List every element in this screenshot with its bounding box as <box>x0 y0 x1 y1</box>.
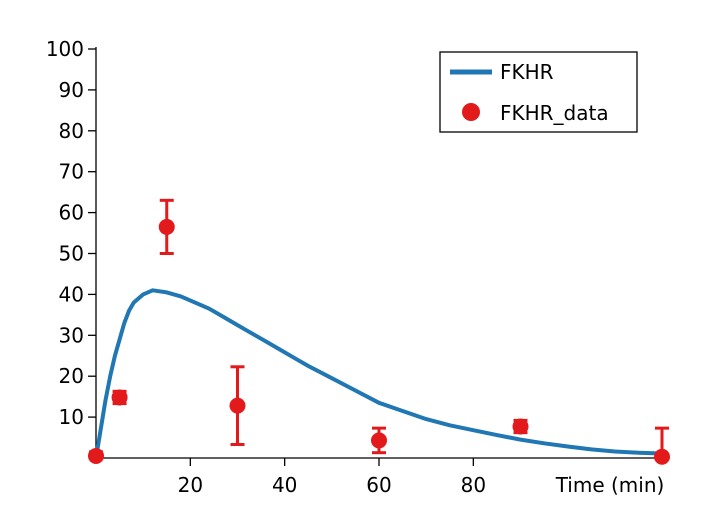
legend-dot-swatch <box>462 103 480 121</box>
data-point-group <box>88 447 104 464</box>
y-tick-label: 80 <box>59 119 84 143</box>
y-tick-label: 20 <box>59 364 84 388</box>
data-point-group <box>512 418 529 435</box>
data-point <box>654 448 670 465</box>
axes: 10 20 30 40 50 60 70 80 90 100 20 40 60 80 Time (min… <box>46 37 665 497</box>
legend-label-fkhr-data: FKHR_data <box>500 101 609 125</box>
data-point-group <box>654 426 670 465</box>
y-tick-label: 40 <box>59 282 84 306</box>
data-point <box>229 397 246 414</box>
data-point <box>512 418 529 435</box>
y-tick-label: 10 <box>59 405 84 429</box>
x-tick-label: 80 <box>461 473 486 497</box>
data-point <box>111 389 128 406</box>
x-ticks: 20 40 60 80 <box>178 458 486 497</box>
y-tick-label: 30 <box>59 323 84 347</box>
data-point-group <box>229 365 246 447</box>
x-axis-label: Time (min) <box>555 473 665 497</box>
y-tick-label: 90 <box>59 78 84 102</box>
x-tick-label: 40 <box>272 473 297 497</box>
y-ticks: 10 20 30 40 50 60 70 80 90 100 <box>46 37 96 429</box>
y-tick-label: 60 <box>59 201 84 225</box>
legend: FKHR FKHR_data <box>439 51 638 133</box>
data-point-group <box>111 389 128 406</box>
data-point <box>371 432 387 449</box>
x-tick-label: 60 <box>366 473 391 497</box>
legend-label-fkhr: FKHR <box>500 60 554 84</box>
x-tick-label: 20 <box>178 473 203 497</box>
y-tick-label: 50 <box>59 242 84 266</box>
y-tick-label: 70 <box>59 160 84 184</box>
data-point-group <box>371 426 387 455</box>
data-point <box>88 447 104 464</box>
data-point-group <box>158 198 175 255</box>
plot-area <box>88 198 670 465</box>
y-tick-label: 100 <box>46 37 84 61</box>
series-line-fkhr <box>94 288 664 460</box>
data-point <box>158 218 175 235</box>
